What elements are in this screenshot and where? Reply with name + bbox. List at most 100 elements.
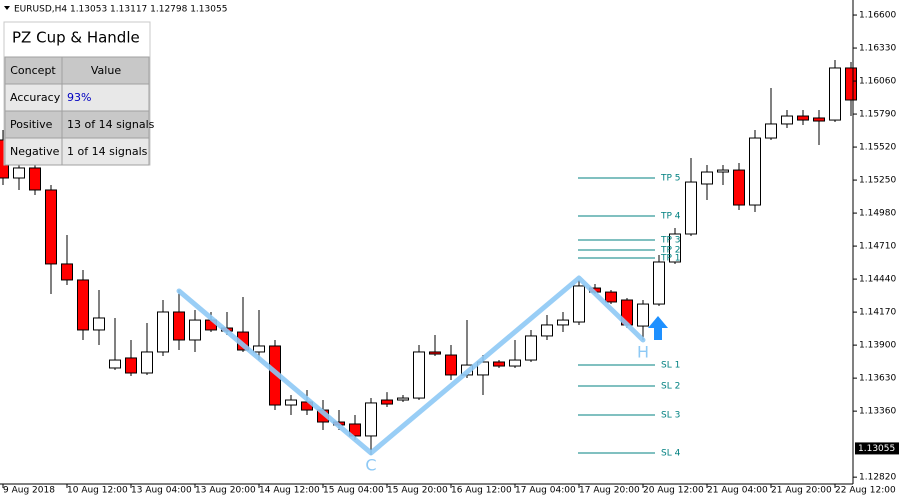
level-label: SL 1 [661,361,680,371]
candle-body [157,311,169,353]
panel-cell: Negative [10,145,60,158]
y-tick-label: 1.15790 [859,110,896,120]
info-panel: PZ Cup & Handle Concept Value Accuracy 93% P… [3,21,155,166]
candle-body [573,285,585,323]
candle-body [637,303,649,327]
candle-body [13,167,25,179]
candle-body [669,233,681,263]
panel-cell: Value [91,64,121,77]
candle-body [413,351,425,399]
y-tick-label: 1.14710 [859,242,896,252]
y-tick-label: 1.15250 [859,176,896,186]
level-label: TP 1 [660,253,681,263]
candle-body [125,357,137,374]
panel-row [4,83,150,112]
y-tick-label: 1.16330 [859,44,896,54]
candle-body [765,123,777,139]
panel-cell: 1 of 14 signals [67,145,148,158]
candle-body [253,345,265,353]
level-label: TP 5 [660,174,681,184]
x-tick-label: 22 Aug 12:00 [835,486,896,496]
panel-cell: Positive [10,118,53,131]
plot-area [0,60,857,456]
candle-body [445,354,457,376]
level-label: TP 2 [660,246,681,256]
candle-body [109,359,121,369]
candle-body [685,181,697,235]
header: EURUSD,H4 1.13053 1.13117 1.12798 1.1305… [14,5,227,15]
candle-body [381,399,393,405]
candle-body [653,261,665,305]
y-tick-label: 1.12820 [859,473,896,483]
candle-body [509,359,521,367]
candle-body [141,351,153,374]
candle-body [173,311,185,341]
candle-body [557,319,569,326]
candle-body [701,171,713,185]
panel-row [4,137,150,166]
y-tick-label: 1.13360 [859,407,896,417]
level-label: SL 2 [661,381,680,391]
signal-arrow [648,316,668,340]
current-price-label: 1.13055 [858,444,895,454]
candle-body [605,291,617,303]
candle-body [717,169,729,173]
x-tick-label: 17 Aug 20:00 [579,486,640,496]
panel-cell: Concept [10,64,56,77]
x-tick-label: 13 Aug 20:00 [195,486,256,496]
panel-cell: 93% [67,91,91,104]
y-tick-label: 1.16060 [859,77,896,87]
y-tick-label: 1.13630 [859,374,896,384]
y-tick-label: 1.13900 [859,341,896,351]
x-tick-label: 17 Aug 04:00 [515,486,576,496]
candle-body [45,189,57,265]
x-tick-label: 9 Aug 2018 [3,486,55,496]
buy-arrow [648,316,668,340]
candle-body [77,279,89,331]
candle-body [397,397,409,401]
candle-body [93,317,105,331]
current-price-box [855,442,899,455]
candle-body [733,169,745,206]
level-label: TP 4 [660,212,681,222]
level-label: SL 4 [661,448,681,458]
x-tick-label: 15 Aug 20:00 [387,486,448,496]
panel-title: PZ Cup & Handle [12,29,140,47]
panel-cell: Accuracy [10,91,61,104]
candle-body [285,399,297,406]
cup-handle-line [176,275,646,456]
candle-body [189,319,201,341]
candle-body [749,137,761,206]
panel-row [4,56,150,85]
candle-body [525,335,537,361]
candle-body [493,361,505,367]
candle-body [365,402,377,437]
x-tick-label: 10 Aug 12:00 [67,486,128,496]
candle-body [429,351,441,355]
x-tick-label: 15 Aug 04:00 [323,486,384,496]
level-label: TP 3 [660,235,681,245]
candle-body [797,115,809,121]
candle-body [541,324,553,337]
candle-body [813,117,825,122]
candle-body [845,67,857,101]
x-tick-label: 14 Aug 12:00 [259,486,320,496]
header-arrow [4,6,10,10]
x-tick-label: 21 Aug 04:00 [707,486,768,496]
y-tick-label: 1.14170 [859,308,896,318]
candle-body [29,167,41,191]
pattern-label: H [637,342,649,361]
y-tick-label: 1.14980 [859,209,896,219]
x-tick-label: 13 Aug 04:00 [131,486,192,496]
candle-body [349,423,361,437]
level-label: SL 3 [661,411,680,421]
pattern-label: C [365,455,376,474]
x-tick-label: 16 Aug 12:00 [451,486,512,496]
y-tick-label: 1.16600 [859,11,896,21]
y-tick-label: 1.15520 [859,143,896,153]
x-tick-label: 21 Aug 20:00 [771,486,832,496]
y-tick-label: 1.14440 [859,275,896,285]
x-tick-label: 20 Aug 12:00 [643,486,704,496]
candle-body [781,115,793,125]
